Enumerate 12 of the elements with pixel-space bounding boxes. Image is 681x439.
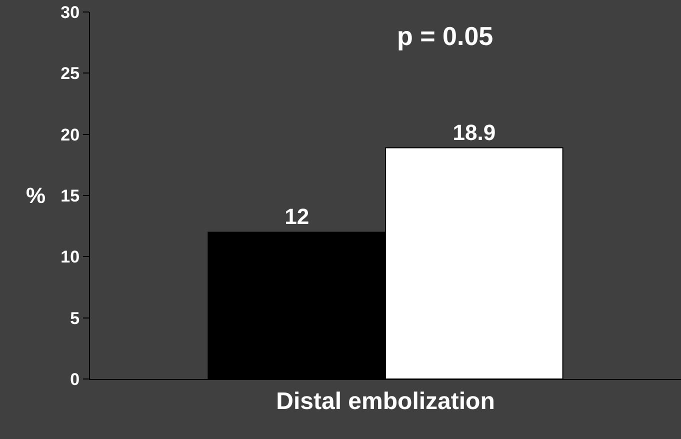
annotation: p = 0.05 — [397, 21, 494, 51]
y-axis-title: % — [26, 183, 46, 208]
y-tick-label: 10 — [60, 248, 80, 267]
y-tick-label: 5 — [70, 308, 80, 328]
y-tick-label: 25 — [60, 64, 80, 84]
data-label: 12 — [284, 204, 310, 230]
data-label: 18.9 — [452, 120, 496, 145]
y-tick-label: 15 — [60, 186, 80, 206]
y-tick-label: 20 — [60, 125, 80, 144]
y-tick-label: 0 — [70, 370, 80, 389]
y-tick-label: 30 — [60, 2, 80, 22]
x-tick-label: Distal embolization — [276, 388, 495, 415]
